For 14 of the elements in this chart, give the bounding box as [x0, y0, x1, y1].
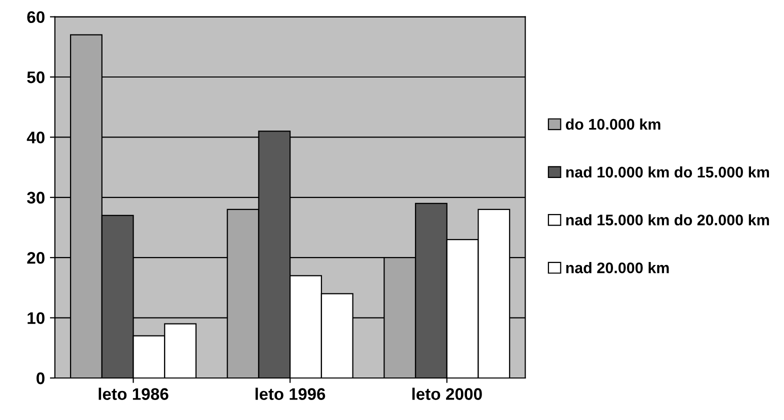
y-tick-label: 40	[26, 132, 44, 144]
y-tick-label: 10	[28, 312, 44, 324]
y-tick-label: 30	[27, 192, 44, 204]
legend-label: do 10.000 km	[566, 118, 660, 130]
x-tick-label: leto 2000	[412, 388, 482, 400]
y-tick-label: 20	[27, 252, 44, 264]
x-tick-label: leto 1986	[98, 388, 168, 400]
x-tick-label: leto 1996	[256, 388, 326, 400]
legend-label: nad 15.000 km do 20.000 km	[566, 214, 769, 226]
legend-label: nad 20.000 km	[566, 262, 669, 274]
y-tick-label: 50	[27, 71, 44, 84]
legend-label: nad 10.000 km do 15.000 km	[566, 166, 769, 178]
y-tick-label: 60	[27, 11, 44, 24]
y-tick-label: 0	[36, 372, 44, 384]
